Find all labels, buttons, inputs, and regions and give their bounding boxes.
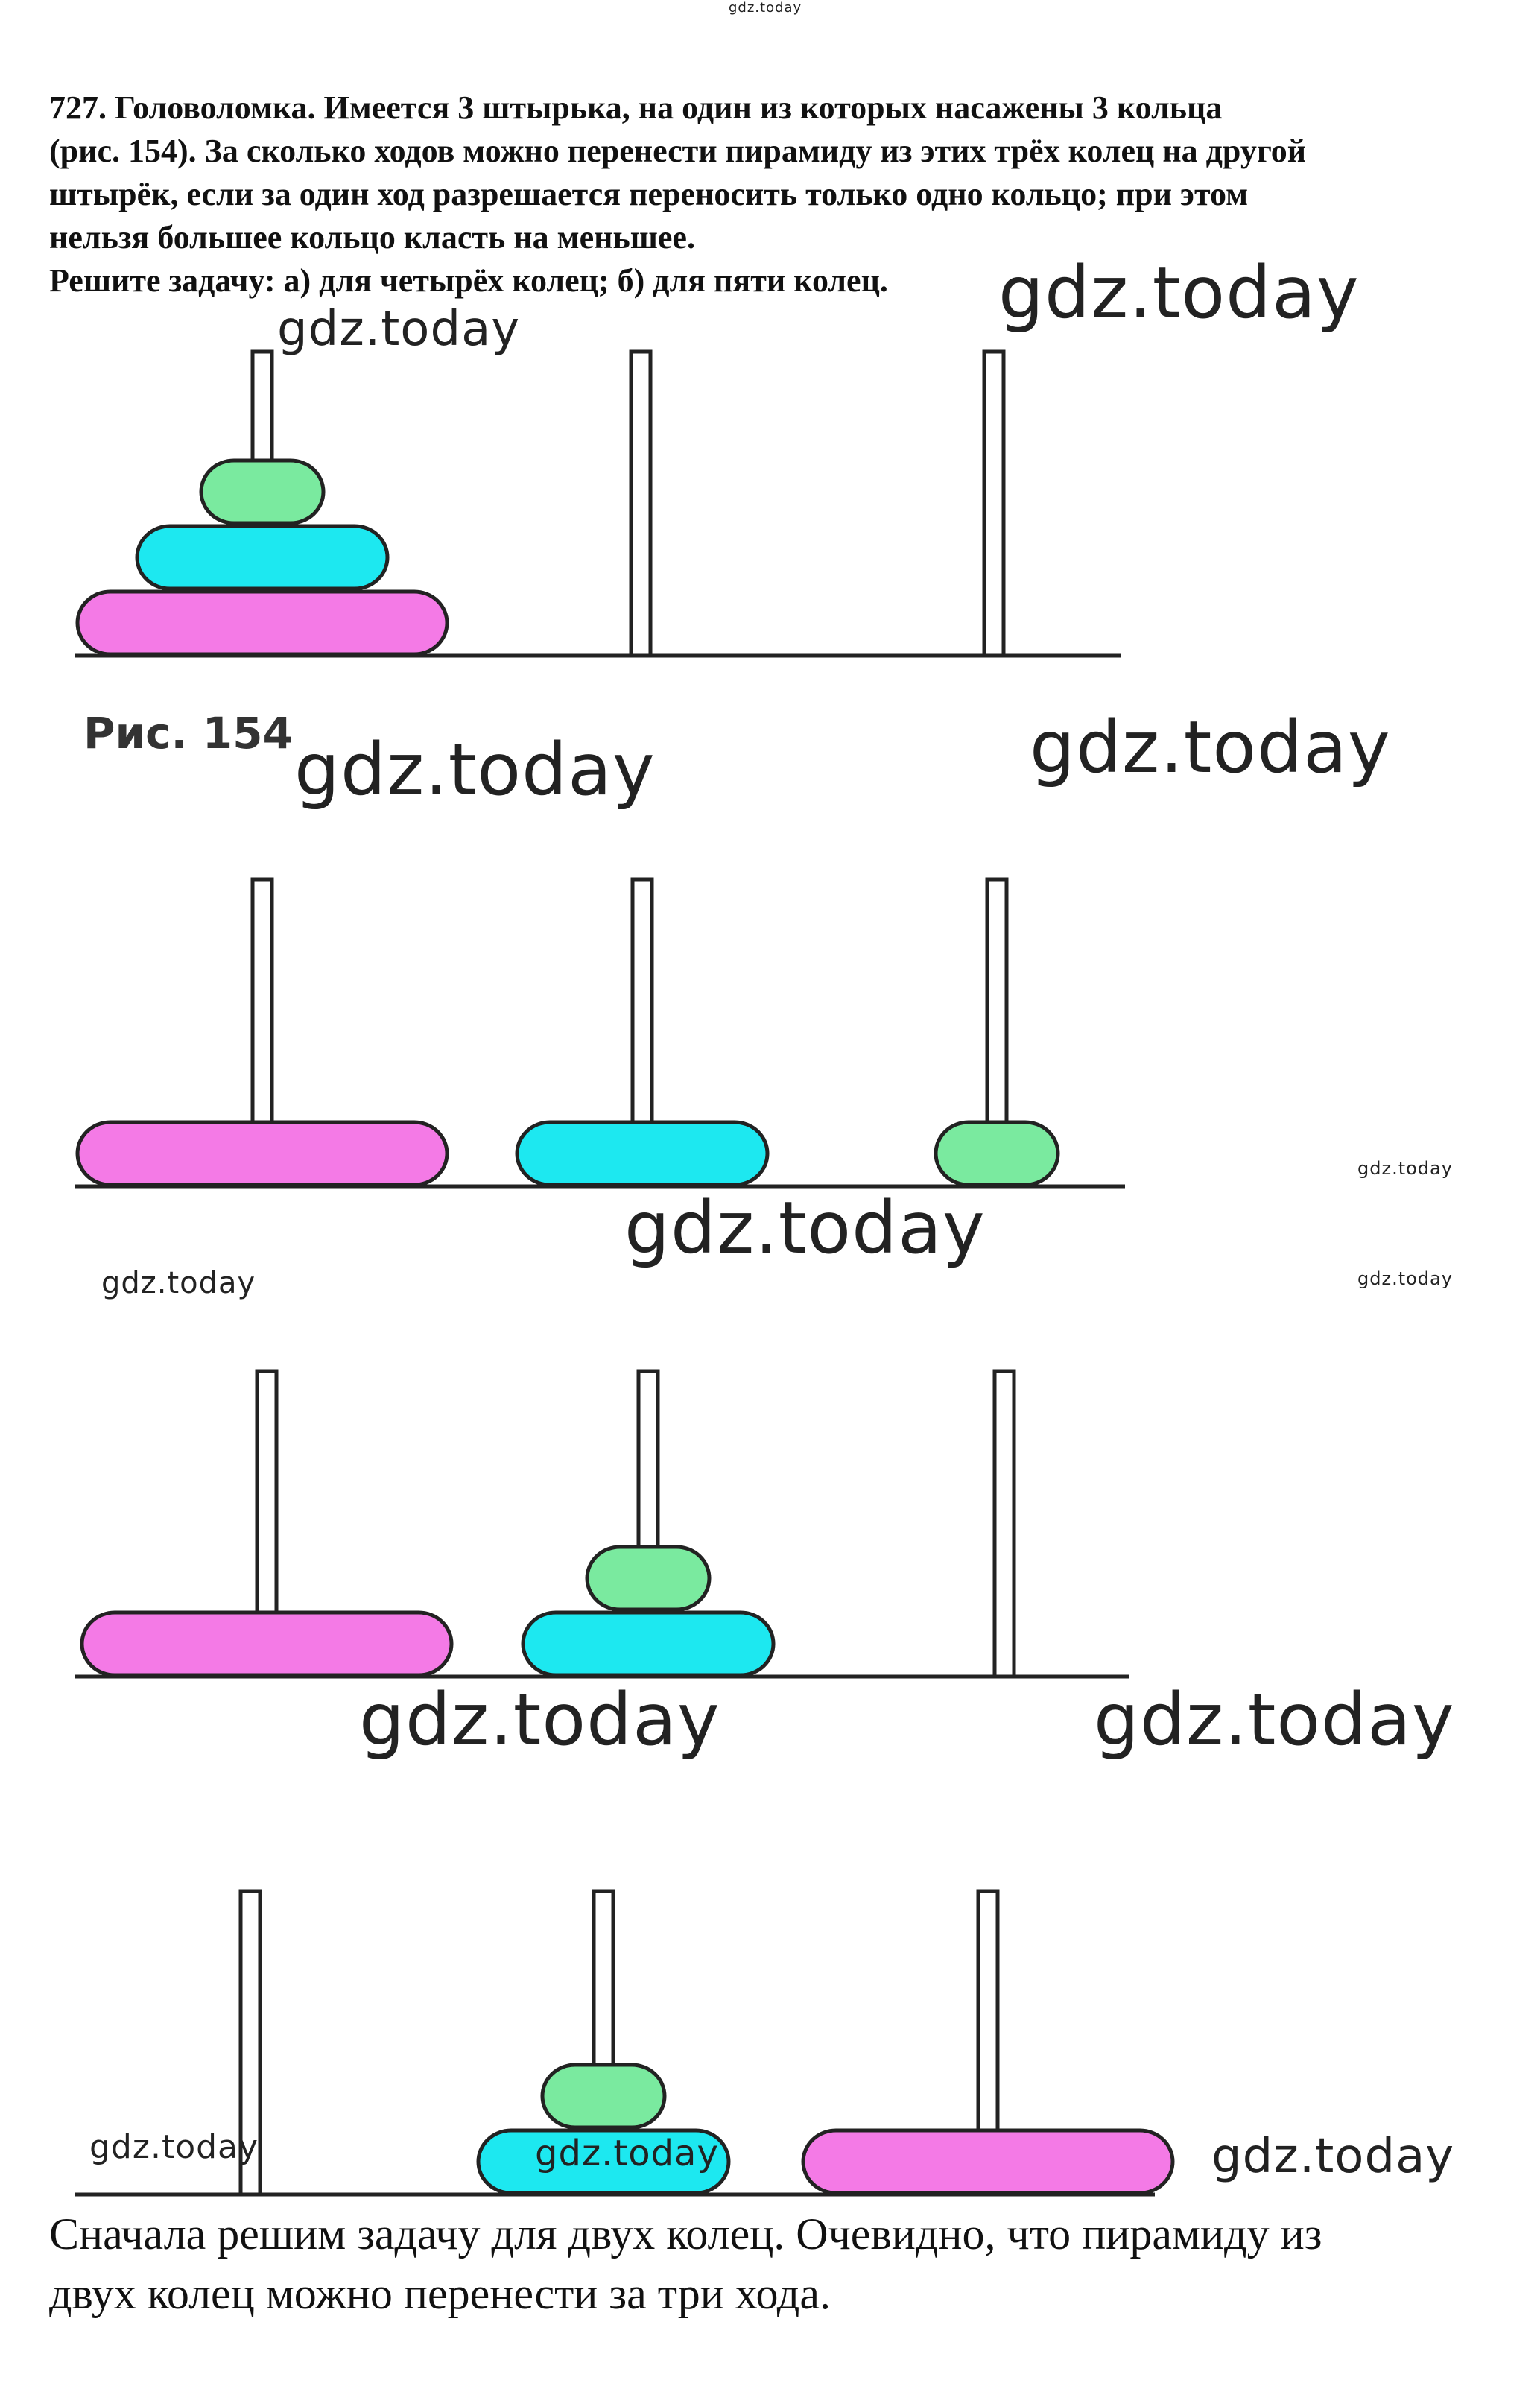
large-ring: [80, 1610, 454, 1677]
watermark: gdz.today: [359, 1678, 720, 1762]
peg-3: [982, 349, 1006, 658]
watermark: gdz.today: [1357, 1268, 1453, 1289]
watermark: gdz.today: [1030, 706, 1391, 789]
tower-state-3: [75, 1369, 1129, 1679]
peg-2: [629, 349, 653, 658]
watermark: gdz.today: [294, 728, 656, 811]
tower-state-2: [75, 877, 1125, 1189]
tower-state-1: [75, 349, 1121, 658]
task-line: (рис. 154). За сколько ходов можно перен…: [49, 133, 1307, 169]
small-ring: [199, 458, 326, 525]
watermark: gdz.today: [101, 1266, 256, 1300]
answer-line: двух колец можно перенести за три хода.: [49, 2269, 831, 2318]
task-statement: 727. Головоломка. Имеется 3 штырька, на …: [49, 86, 1495, 303]
header-watermark: gdz.today: [729, 0, 802, 16]
small-ring: [585, 1545, 712, 1612]
figure-caption: Рис. 154: [83, 708, 293, 759]
large-ring: [75, 1120, 449, 1187]
watermark: gdz.today: [998, 251, 1360, 335]
task-line: 727. Головоломка. Имеется 3 штырька, на …: [49, 89, 1223, 126]
watermark: gdz.today: [89, 2128, 259, 2166]
large-ring: [75, 589, 449, 656]
task-line: нельзя большее кольцо класть на меньшее.: [49, 219, 695, 256]
small-ring: [540, 2063, 667, 2130]
medium-ring: [476, 2128, 731, 2195]
task-line: Решите задачу: а) для четырёх колец; б) …: [49, 262, 888, 299]
watermark: gdz.today: [1211, 2129, 1455, 2184]
medium-ring: [135, 524, 390, 591]
tower-state-4: [75, 1889, 1175, 2197]
answer-line: Сначала решим задачу для двух колец. Оче…: [49, 2209, 1322, 2259]
small-ring: [934, 1120, 1060, 1187]
medium-ring: [515, 1120, 770, 1187]
watermark: gdz.today: [535, 2133, 719, 2174]
watermark: gdz.today: [1357, 1158, 1453, 1179]
watermark: gdz.today: [277, 302, 521, 357]
large-ring: [801, 2128, 1175, 2195]
medium-ring: [521, 1610, 776, 1677]
watermark: gdz.today: [624, 1186, 986, 1270]
task-line: штырёк, если за один ход разрешается пер…: [49, 176, 1249, 212]
answer-text: Сначала решим задачу для двух колец. Оче…: [49, 2204, 1509, 2323]
peg-1: [238, 1889, 262, 2197]
peg-3: [992, 1369, 1016, 1679]
watermark: gdz.today: [1094, 1678, 1455, 1762]
